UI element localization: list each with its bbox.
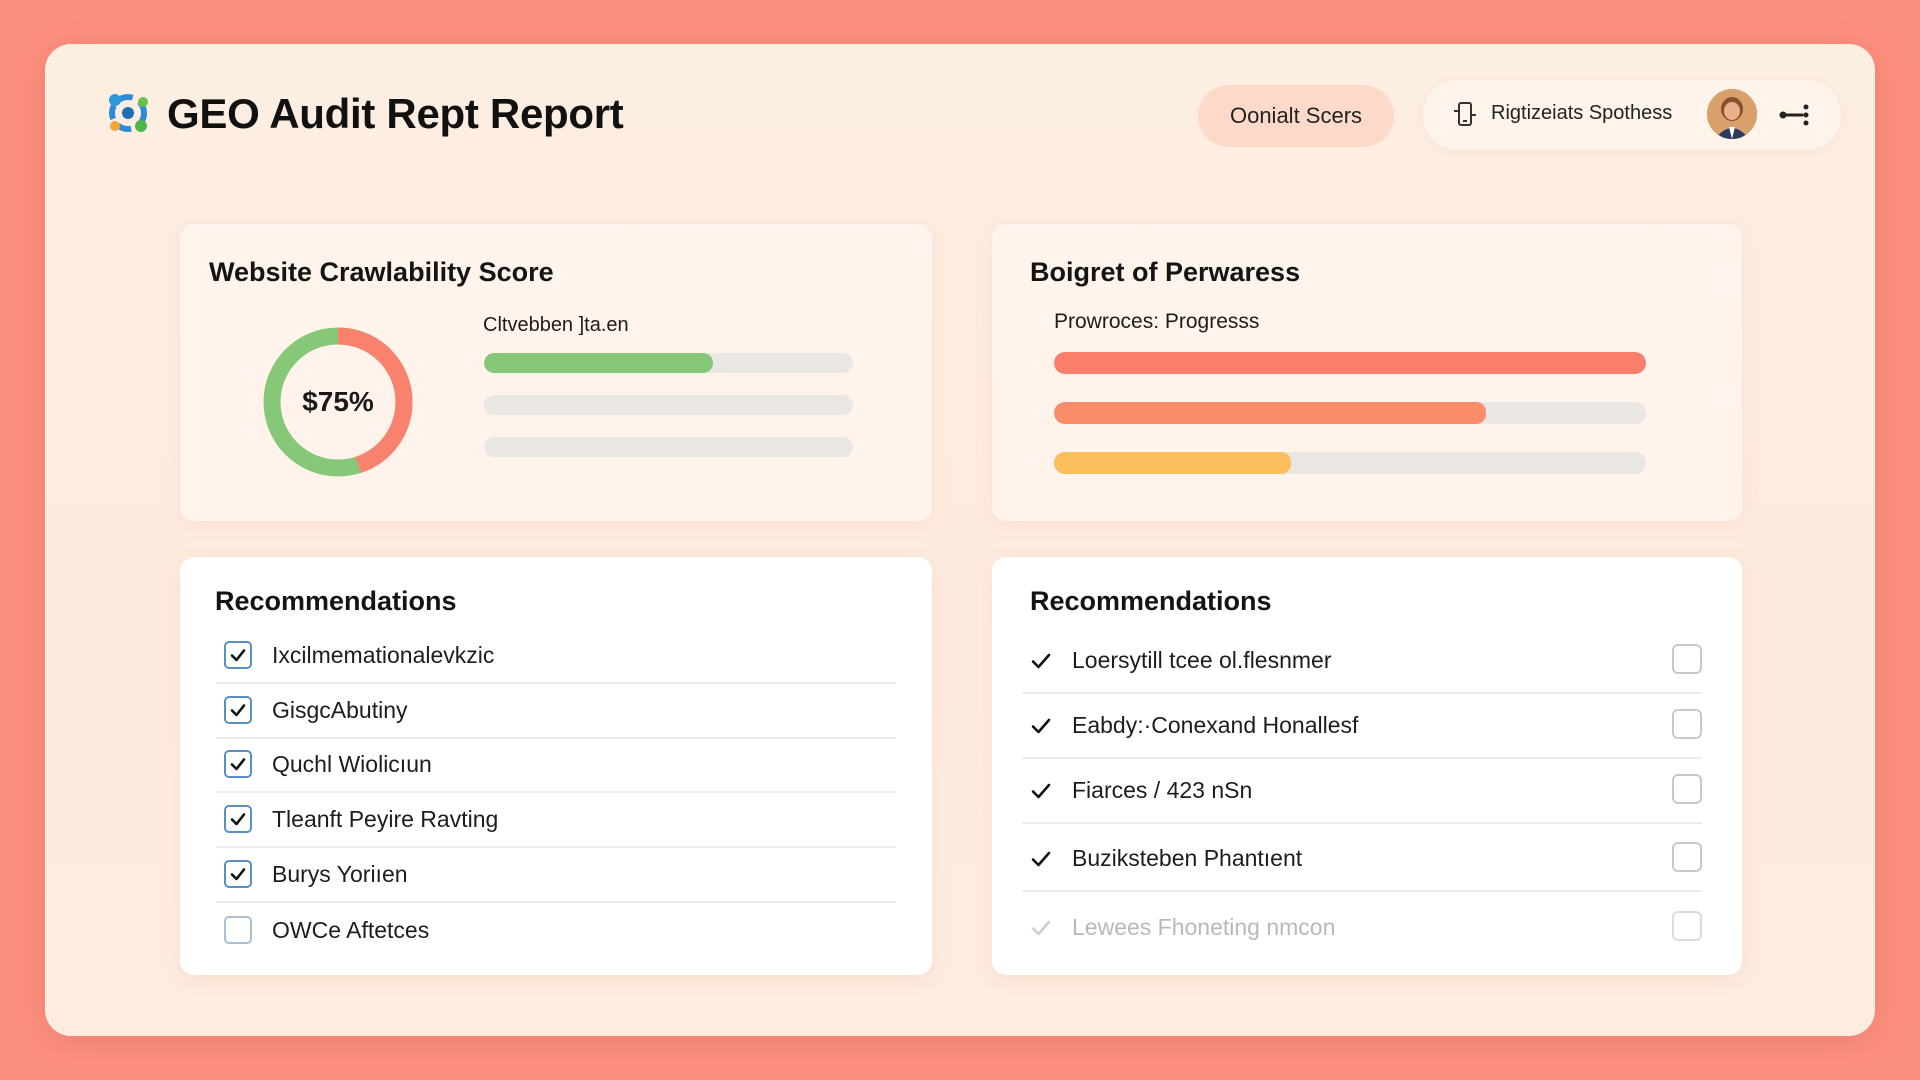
rec-divider	[1022, 692, 1702, 694]
rec-right-item[interactable]: Loersytill tcee ol.flesnmer	[1030, 647, 1332, 674]
checkbox-checked[interactable]	[224, 696, 252, 724]
checkmark-icon	[1031, 851, 1051, 866]
crawlability-card: Website Crawlability Score $75% Cltvebbe…	[180, 224, 932, 521]
checkbox-checked[interactable]	[224, 805, 252, 833]
rec-divider	[216, 901, 896, 903]
crawl-bar-1	[484, 353, 853, 373]
progress-bar-3	[1054, 452, 1646, 474]
recommendations-title-left: Recommendations	[215, 586, 457, 616]
header: GEO Audit Rept Report Oonialt Scers Rigt…	[45, 44, 1875, 184]
progress-bar-1-fill	[1054, 352, 1646, 374]
crawl-bar-1-fill	[484, 353, 713, 373]
rec-divider	[216, 846, 896, 848]
progress-bar-3-fill	[1054, 452, 1291, 474]
checkbox-unchecked[interactable]	[1672, 842, 1702, 872]
rec-right-item-label: Loersytill tcee ol.flesnmer	[1072, 647, 1332, 673]
checkmark-icon	[1031, 653, 1051, 668]
overall-score-button[interactable]: Oonialt Scers	[1198, 85, 1394, 147]
progress-card: Boigret of Perwaress Prowroces: Progress…	[992, 224, 1742, 521]
recommendations-card-left: Recommendations Ixcilmemationalevkzic Gis…	[180, 557, 932, 975]
rec-left-item[interactable]: Quchl Wiolicıun	[224, 750, 432, 778]
checkbox-unchecked[interactable]	[1672, 774, 1702, 804]
progress-bar-2	[1054, 402, 1646, 424]
checkmark-icon	[1031, 920, 1051, 935]
progress-title: Boigret of Perwaress	[1030, 257, 1301, 287]
checkmark-icon	[230, 649, 246, 662]
user-menu[interactable]	[1423, 80, 1841, 150]
user-name: Rigtizeiats Spothess	[1491, 102, 1673, 124]
checkmark-icon	[230, 704, 246, 717]
recommendations-title-right: Recommendations	[1030, 586, 1272, 616]
checkbox-checked[interactable]	[224, 860, 252, 888]
crawl-bar-3	[484, 437, 853, 457]
rec-right-item[interactable]: Lewees Fhoneting nmcon	[1030, 914, 1335, 941]
checkmark-icon	[230, 813, 246, 826]
checkmark-icon	[230, 868, 246, 881]
checkbox-unchecked[interactable]	[1672, 911, 1702, 941]
checkmark-icon	[1031, 783, 1051, 798]
crawlability-title: Website Crawlability Score	[209, 257, 554, 287]
rec-right-item-label: Fiarces / 423 nSn	[1072, 777, 1253, 803]
checkbox-unchecked[interactable]	[224, 916, 252, 944]
rec-divider	[1022, 890, 1702, 892]
rec-divider	[1022, 822, 1702, 824]
rec-right-item[interactable]: Buziksteben Phantıent	[1030, 845, 1302, 872]
recommendations-card-right: Recommendations Loersytill tcee ol.flesn…	[992, 557, 1742, 975]
rec-divider	[216, 682, 896, 684]
phone-icon[interactable]	[1451, 100, 1479, 128]
rec-left-item-label: GisgcAbutiny	[272, 696, 408, 723]
rec-left-item-label: Tleanft Peyire Ravting	[272, 805, 499, 832]
rec-left-item-label: Quchl Wiolicıun	[272, 750, 432, 777]
crawl-bar-2	[484, 395, 853, 415]
progress-subtitle: Prowroces: Progresss	[1054, 310, 1260, 333]
rec-right-item-label: Eabdy:·Conexand Honallesf	[1072, 712, 1359, 738]
crawlability-score-value: $75%	[302, 386, 374, 417]
progress-bar-1	[1054, 352, 1646, 374]
rec-right-item-label: Lewees Fhoneting nmcon	[1072, 914, 1336, 940]
avatar[interactable]	[1707, 89, 1757, 139]
rec-left-item[interactable]: Burys Yoriıen	[224, 860, 408, 888]
app-title: GEO Audit Rept Report	[167, 90, 624, 137]
crawlability-subtitle: Cltvebben ]ta.en	[483, 314, 629, 336]
rec-left-item[interactable]: OWCe Aftetces	[224, 916, 429, 944]
crawlability-donut	[263, 327, 413, 477]
rec-right-item-label: Buziksteben Phantıent	[1072, 845, 1303, 871]
share-icon[interactable]	[1778, 100, 1812, 130]
checkbox-unchecked[interactable]	[1672, 709, 1702, 739]
rec-divider	[216, 791, 896, 793]
rec-left-item-label: OWCe Aftetces	[272, 916, 430, 943]
checkmark-icon	[1031, 718, 1051, 733]
checkbox-checked[interactable]	[224, 641, 252, 669]
logo-icon	[109, 94, 148, 132]
progress-bar-2-fill	[1054, 402, 1487, 424]
checkmark-icon	[230, 758, 246, 771]
rec-divider	[216, 737, 896, 739]
rec-left-item[interactable]: Tleanft Peyire Ravting	[224, 805, 498, 833]
rec-left-item-label: Ixcilmemationalevkzic	[272, 641, 495, 668]
rec-left-item[interactable]: Ixcilmemationalevkzic	[224, 641, 494, 669]
rec-right-item[interactable]: Eabdy:·Conexand Honallesf	[1030, 712, 1358, 739]
rec-left-item[interactable]: GisgcAbutiny	[224, 696, 408, 724]
checkbox-checked[interactable]	[224, 750, 252, 778]
rec-left-item-label: Burys Yoriıen	[272, 860, 408, 887]
rec-divider	[1022, 757, 1702, 759]
report-window: GEO Audit Rept Report Oonialt Scers Rigt…	[45, 44, 1875, 1036]
checkbox-unchecked[interactable]	[1672, 644, 1702, 674]
rec-right-item[interactable]: Fiarces / 423 nSn	[1030, 777, 1252, 804]
